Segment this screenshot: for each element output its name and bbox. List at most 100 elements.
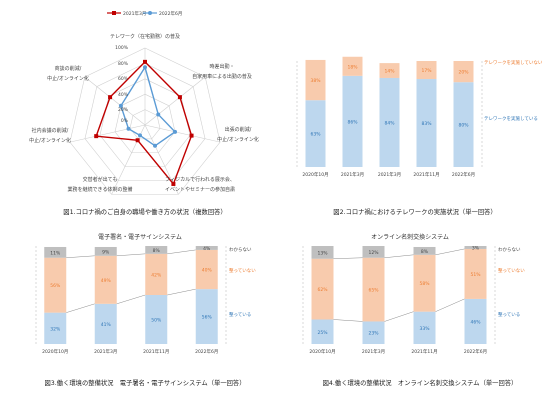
chart4-x-tick-1: 2021年3月 [362, 348, 385, 355]
radar-point-1-6 [118, 103, 123, 108]
chart3-bar-3-0 [195, 289, 218, 344]
chart2-bar-1-0 [342, 75, 363, 167]
radar-grid-ring-100 [69, 47, 221, 195]
chart4-bar-label-3-0: 46% [470, 319, 481, 325]
chart4-connector-2-1 [435, 248, 465, 256]
chart4-bar-0-0 [311, 319, 334, 344]
chart2-bar-3-0 [416, 79, 437, 167]
chart2-bar-label-0-0: 63% [310, 132, 321, 138]
radar-chart: 2021年3月 2022年6月 100% 80% 60% 40% 20% 0% … [29, 10, 259, 216]
chart2-legend-implemented: テレワークを実施している [484, 115, 538, 122]
chart3-bar-1-0 [94, 303, 117, 344]
chart4-x-tick-0: 2020年10月 [309, 348, 335, 355]
chart2-bar-label-1-1: 18% [347, 64, 358, 70]
axis-label-internal-meetings-2: 中止/オンライン化 [29, 137, 71, 144]
chart4-bar-label-3-1: 51% [470, 272, 481, 278]
axis-label-telework: テレワーク（在宅勤務）の普及 [110, 33, 180, 40]
chart3-bar-3-1 [195, 249, 218, 290]
chart2-bars: 63% 38% 2020年10月 86% 18% 2021年3月 84% 14% 2021年3月… [302, 56, 475, 178]
business-card-bar-chart: オンライン名刺交換システム 25% 62% 13% 2020年10月 23% 65% 12%… [302, 233, 525, 387]
chart2-x-tick-0: 2020年10月 [302, 171, 328, 178]
axis-label-negotiations-1: 商談の削減/ [55, 65, 82, 72]
chart2-bar-label-4-1: 20% [458, 70, 469, 76]
radar-tick-80: 80% [118, 61, 129, 67]
chart2-legend-not-implemented: テレワークを実施していない [484, 59, 543, 66]
axis-label-negotiations-2: 中止/オンライン化 [47, 75, 89, 82]
chart4-bar-label-2-0: 33% [419, 326, 430, 332]
esignature-bar-chart: 電子署名・電子サインシステム 32% 56% 11% 2020年10月 41% 49% 9%… [35, 233, 256, 387]
radar-point-1-0 [143, 65, 147, 70]
radar-tick-40: 40% [118, 92, 129, 98]
radar-series-line-0 [95, 60, 193, 186]
chart4-bar-1-2 [362, 246, 385, 258]
chart3-legend-not-ready: 整っていない [229, 267, 256, 274]
chart3-bar-0-1 [44, 257, 67, 313]
chart3-connector-0-1 [66, 255, 95, 259]
chart4-x-tick-2: 2021年11月 [411, 348, 437, 355]
chart3-x-tick-2: 2021年11月 [143, 348, 169, 355]
chart3-bar-label-3-2: 4% [203, 246, 211, 252]
axis-label-internal-meetings-1: 社内会議の削減/ [32, 127, 69, 134]
chart2-bar-label-3-0: 83% [421, 121, 432, 127]
radar-spoke-6 [84, 76, 146, 126]
chart3-bar-2-0 [145, 295, 168, 344]
chart4-bar-label-1-1: 65% [368, 288, 379, 294]
chart3-bar-label-2-0: 50% [151, 318, 162, 324]
axis-label-business-trip-1: 出張の削減/ [225, 126, 252, 133]
chart3-bar-3-2 [195, 246, 218, 250]
chart4-connector-2-0 [435, 298, 465, 312]
chart2-x-tick-1: 2021年3月 [341, 171, 364, 178]
axis-label-business-trip-2: 中止/オンライン化 [217, 136, 259, 143]
radar-spoke-1 [144, 76, 206, 126]
radar-tick-20: 20% [118, 107, 129, 113]
radar-point-0-2 [189, 133, 194, 138]
radar-tick-labels: 100% 80% 60% 40% 20% 0% [115, 45, 129, 124]
radar-point-0-1 [177, 95, 182, 100]
chart4-bar-3-0 [464, 298, 487, 344]
chart2-bar-label-1-0: 86% [347, 119, 358, 125]
radar-series [94, 59, 194, 186]
radar-spoke-2 [144, 124, 221, 143]
radar-tick-60: 60% [118, 76, 129, 82]
chart3-connector-0-0 [66, 303, 95, 313]
chart4-legend-ready: 整っている [498, 311, 520, 318]
chart3-bar-0-2 [44, 246, 67, 258]
chart4-connector-1-1 [384, 254, 414, 259]
chart3-bar-1-2 [94, 246, 117, 256]
chart2-bar-0-1 [305, 59, 326, 101]
chart4-bar-2-2 [413, 246, 436, 255]
chart3-connector-1-1 [116, 253, 146, 257]
chart4-x-tick-3: 2022年6月 [464, 348, 487, 355]
legend-label-2021: 2021年3月 [123, 10, 146, 17]
chart2-bar-1-1 [342, 56, 363, 76]
chart2-bar-label-3-1: 17% [421, 68, 432, 74]
legend-marker-2022 [148, 11, 152, 15]
radar-point-0-0 [143, 59, 147, 64]
chart2-x-tick-2: 2021年3月 [378, 171, 401, 178]
chart3-title: 電子署名・電子サインシステム [98, 233, 182, 241]
chart2-bar-0-0 [305, 100, 326, 167]
chart4-bar-label-1-0: 23% [368, 331, 379, 337]
figure1-caption: 図1.コロナ禍のご自身の職場や働き方の状況（複数回答） [63, 207, 226, 216]
chart4-bar-3-2 [464, 246, 487, 249]
chart4-bar-3-1 [464, 248, 487, 299]
chart4-bar-0-1 [311, 258, 334, 320]
chart4-connector-1-0 [384, 311, 414, 322]
chart3-bar-label-0-0: 32% [50, 326, 61, 332]
radar-point-1-3 [153, 143, 158, 148]
axis-label-continuity-2: 業務を継続できる体制の整備 [68, 186, 133, 193]
figure4-caption: 図4.働く環境の整備状況 オンライン名刺交換システム（単一回答） [323, 378, 518, 387]
axis-label-physical-events-1: フィジカルで行われる展示会、 [165, 176, 235, 183]
radar-point-1-2 [173, 129, 178, 134]
radar-point-0-5 [94, 134, 99, 139]
chart3-bar-0-0 [44, 312, 67, 344]
chart3-bar-1-1 [94, 255, 117, 304]
legend-marker-2021 [112, 11, 116, 15]
chart4-bar-1-1 [362, 257, 385, 322]
chart3-bar-2-1 [145, 253, 168, 295]
radar-grid [69, 47, 221, 195]
chart4-bar-label-3-2: 3% [472, 245, 480, 251]
chart4-bar-0-2 [311, 246, 334, 259]
axis-label-staggered-1: 時差出勤・ [209, 63, 234, 70]
